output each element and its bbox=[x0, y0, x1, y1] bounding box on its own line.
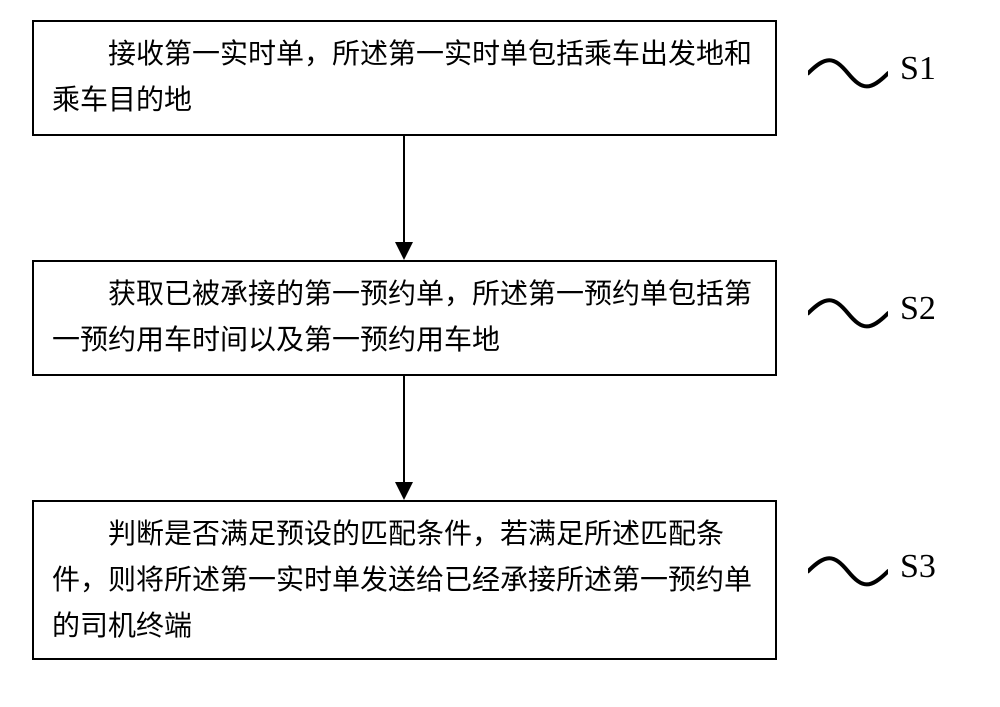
step-text-s1: 接收第一实时单，所述第一实时单包括乘车出发地和乘车目的地 bbox=[52, 32, 757, 124]
step-box-s3: 判断是否满足预设的匹配条件，若满足所述匹配条件，则将所述第一实时单发送给已经承接… bbox=[32, 500, 777, 660]
step-label-s3: S3 bbox=[900, 548, 936, 586]
squiggle-connector-s3 bbox=[808, 546, 888, 592]
edge-s2-s3-line bbox=[403, 376, 405, 482]
step-label-s2: S2 bbox=[900, 290, 936, 328]
squiggle-connector-s2 bbox=[808, 288, 888, 334]
edge-s1-s2-arrow bbox=[395, 242, 413, 260]
squiggle-connector-s1 bbox=[808, 48, 888, 94]
edge-s1-s2-line bbox=[403, 136, 405, 242]
step-text-s3: 判断是否满足预设的匹配条件，若满足所述匹配条件，则将所述第一实时单发送给已经承接… bbox=[52, 512, 757, 651]
edge-s2-s3-arrow bbox=[395, 482, 413, 500]
step-label-s1: S1 bbox=[900, 50, 936, 88]
flowchart-canvas: 接收第一实时单，所述第一实时单包括乘车出发地和乘车目的地 S1 获取已被承接的第… bbox=[0, 0, 1000, 707]
step-box-s1: 接收第一实时单，所述第一实时单包括乘车出发地和乘车目的地 bbox=[32, 20, 777, 136]
step-text-s2: 获取已被承接的第一预约单，所述第一预约单包括第一预约用车时间以及第一预约用车地 bbox=[52, 272, 757, 364]
step-box-s2: 获取已被承接的第一预约单，所述第一预约单包括第一预约用车时间以及第一预约用车地 bbox=[32, 260, 777, 376]
